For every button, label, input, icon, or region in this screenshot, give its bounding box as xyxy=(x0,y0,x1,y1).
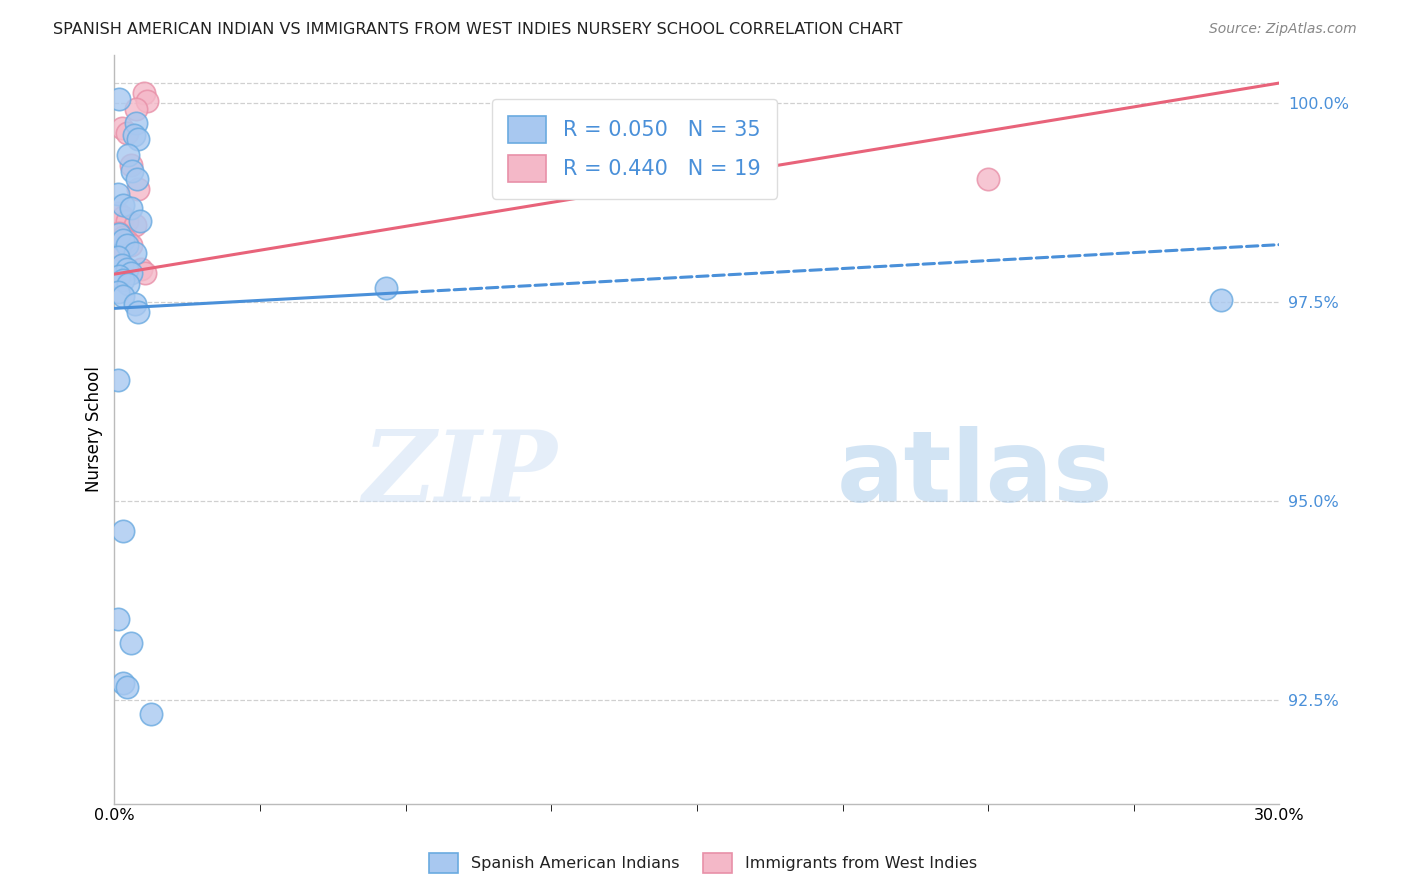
Point xyxy=(127,182,149,196)
Point xyxy=(115,680,138,694)
Point xyxy=(120,266,142,280)
Point xyxy=(108,269,131,284)
Point xyxy=(375,280,398,294)
Point xyxy=(141,707,163,722)
Point xyxy=(129,261,152,276)
Text: ZIP: ZIP xyxy=(363,426,557,523)
Point xyxy=(111,229,134,244)
Point xyxy=(107,373,129,387)
Point xyxy=(1211,293,1233,308)
Legend: Spanish American Indians, Immigrants from West Indies: Spanish American Indians, Immigrants fro… xyxy=(423,847,983,880)
Point xyxy=(107,612,129,626)
Point xyxy=(115,237,138,252)
Point xyxy=(107,285,129,300)
Text: SPANISH AMERICAN INDIAN VS IMMIGRANTS FROM WEST INDIES NURSERY SCHOOL CORRELATIO: SPANISH AMERICAN INDIAN VS IMMIGRANTS FR… xyxy=(53,22,903,37)
Point xyxy=(107,187,129,202)
Point xyxy=(117,147,139,161)
Point xyxy=(127,304,149,318)
Point xyxy=(115,234,138,248)
Point xyxy=(125,171,148,186)
Point xyxy=(125,103,148,117)
Point xyxy=(132,87,155,101)
Point xyxy=(111,289,134,303)
Point xyxy=(115,213,138,227)
Point xyxy=(111,198,134,212)
Point xyxy=(111,258,134,272)
Y-axis label: Nursery School: Nursery School xyxy=(86,367,103,492)
Point xyxy=(122,128,145,142)
Point xyxy=(117,277,139,292)
Point xyxy=(111,210,134,224)
Point xyxy=(124,296,146,310)
Point xyxy=(120,201,142,215)
Point xyxy=(111,524,134,539)
Point xyxy=(127,132,149,146)
Point xyxy=(108,226,131,240)
Point xyxy=(115,261,138,276)
Point xyxy=(120,237,142,252)
Point xyxy=(111,121,134,136)
Point xyxy=(134,266,156,280)
Point xyxy=(120,158,142,172)
Point xyxy=(977,171,1000,186)
Point xyxy=(108,92,131,106)
Point xyxy=(125,116,148,130)
Point xyxy=(108,242,131,256)
Point xyxy=(128,213,150,227)
Point xyxy=(111,273,134,287)
Point xyxy=(124,218,146,232)
Point xyxy=(108,227,131,242)
Point xyxy=(115,126,138,140)
Point xyxy=(136,95,159,109)
Text: atlas: atlas xyxy=(837,425,1114,523)
Point xyxy=(111,675,134,690)
Point xyxy=(107,250,129,264)
Legend: R = 0.050   N = 35, R = 0.440   N = 19: R = 0.050 N = 35, R = 0.440 N = 19 xyxy=(492,99,778,199)
Point xyxy=(121,163,143,178)
Point xyxy=(120,636,142,650)
Point xyxy=(111,233,134,247)
Point xyxy=(124,245,146,260)
Text: Source: ZipAtlas.com: Source: ZipAtlas.com xyxy=(1209,22,1357,37)
Point xyxy=(107,206,129,220)
